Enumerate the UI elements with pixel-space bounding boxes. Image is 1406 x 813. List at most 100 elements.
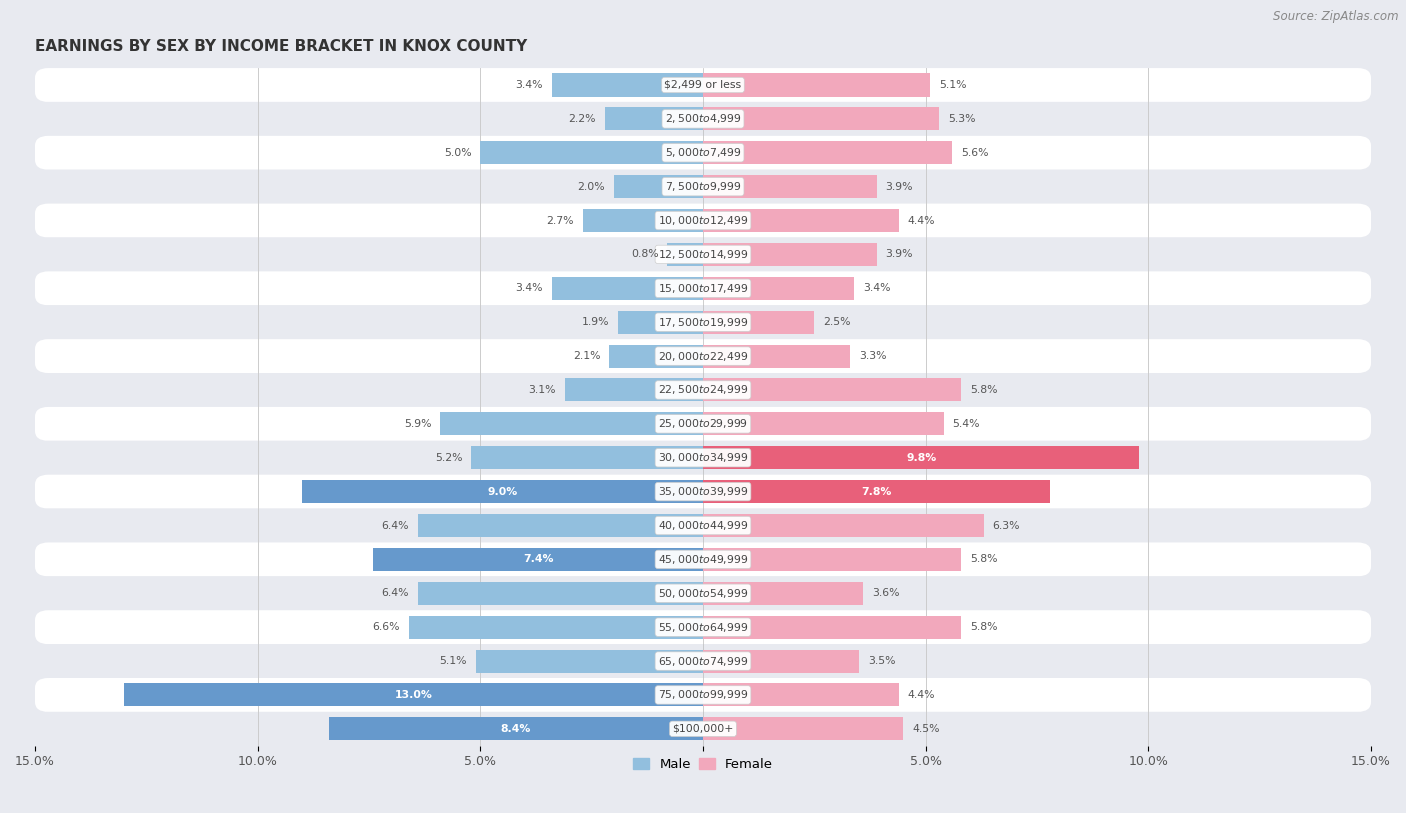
Bar — [124, 684, 703, 706]
Bar — [703, 514, 984, 537]
Text: 3.3%: 3.3% — [859, 351, 886, 361]
Bar — [418, 582, 703, 605]
Bar — [703, 582, 863, 605]
Text: 13.0%: 13.0% — [395, 690, 433, 700]
Bar — [703, 311, 814, 333]
Bar — [703, 480, 1050, 503]
Text: $100,000+: $100,000+ — [672, 724, 734, 734]
FancyBboxPatch shape — [35, 611, 1371, 644]
Bar — [481, 141, 703, 164]
Text: 5.2%: 5.2% — [434, 453, 463, 463]
FancyBboxPatch shape — [35, 373, 1371, 407]
Text: 3.4%: 3.4% — [515, 80, 543, 90]
Bar — [605, 107, 703, 130]
Text: 3.9%: 3.9% — [886, 181, 912, 192]
Text: 2.1%: 2.1% — [574, 351, 600, 361]
FancyBboxPatch shape — [35, 576, 1371, 611]
Text: $5,000 to $7,499: $5,000 to $7,499 — [665, 146, 741, 159]
FancyBboxPatch shape — [35, 678, 1371, 712]
FancyBboxPatch shape — [35, 237, 1371, 272]
Text: 5.1%: 5.1% — [939, 80, 966, 90]
FancyBboxPatch shape — [35, 102, 1371, 136]
Text: 6.4%: 6.4% — [381, 520, 409, 531]
Bar — [551, 73, 703, 97]
Bar — [703, 243, 877, 266]
Text: $15,000 to $17,499: $15,000 to $17,499 — [658, 282, 748, 295]
Bar — [703, 276, 855, 300]
FancyBboxPatch shape — [35, 136, 1371, 170]
Text: $35,000 to $39,999: $35,000 to $39,999 — [658, 485, 748, 498]
Text: $12,500 to $14,999: $12,500 to $14,999 — [658, 248, 748, 261]
Bar — [374, 548, 703, 571]
Bar — [703, 717, 904, 741]
Text: 3.1%: 3.1% — [529, 385, 555, 395]
Text: 5.8%: 5.8% — [970, 385, 998, 395]
Text: $50,000 to $54,999: $50,000 to $54,999 — [658, 587, 748, 600]
Bar — [703, 209, 898, 232]
Text: 3.4%: 3.4% — [863, 283, 891, 293]
Text: 1.9%: 1.9% — [582, 317, 609, 327]
Legend: Male, Female: Male, Female — [627, 753, 779, 776]
FancyBboxPatch shape — [35, 68, 1371, 102]
Text: 5.4%: 5.4% — [952, 419, 980, 429]
Text: 9.0%: 9.0% — [488, 487, 517, 497]
Text: $40,000 to $44,999: $40,000 to $44,999 — [658, 519, 748, 532]
Text: $22,500 to $24,999: $22,500 to $24,999 — [658, 384, 748, 397]
Bar — [471, 446, 703, 469]
Text: $55,000 to $64,999: $55,000 to $64,999 — [658, 620, 748, 633]
Text: 0.8%: 0.8% — [631, 250, 658, 259]
Text: 6.3%: 6.3% — [993, 520, 1019, 531]
Text: 6.6%: 6.6% — [373, 622, 401, 633]
Text: 5.6%: 5.6% — [962, 148, 988, 158]
Bar — [703, 107, 939, 130]
FancyBboxPatch shape — [35, 339, 1371, 373]
Text: $65,000 to $74,999: $65,000 to $74,999 — [658, 654, 748, 667]
Text: 2.0%: 2.0% — [578, 181, 605, 192]
FancyBboxPatch shape — [35, 203, 1371, 237]
Bar — [703, 73, 931, 97]
Text: 2.5%: 2.5% — [824, 317, 851, 327]
Bar — [614, 175, 703, 198]
Text: 3.9%: 3.9% — [886, 250, 912, 259]
Text: 7.4%: 7.4% — [523, 554, 554, 564]
Text: 4.4%: 4.4% — [908, 690, 935, 700]
Bar — [440, 412, 703, 436]
Bar — [703, 141, 952, 164]
Bar — [475, 650, 703, 672]
Bar — [551, 276, 703, 300]
Text: 5.1%: 5.1% — [440, 656, 467, 666]
Bar — [302, 480, 703, 503]
Bar — [582, 209, 703, 232]
Bar — [703, 379, 962, 402]
FancyBboxPatch shape — [35, 272, 1371, 305]
Text: 4.4%: 4.4% — [908, 215, 935, 225]
Text: $75,000 to $99,999: $75,000 to $99,999 — [658, 689, 748, 702]
FancyBboxPatch shape — [35, 170, 1371, 203]
Text: $7,500 to $9,999: $7,500 to $9,999 — [665, 180, 741, 193]
Bar — [409, 615, 703, 639]
Text: 2.7%: 2.7% — [547, 215, 574, 225]
FancyBboxPatch shape — [35, 644, 1371, 678]
FancyBboxPatch shape — [35, 712, 1371, 746]
Bar — [565, 379, 703, 402]
Text: 5.8%: 5.8% — [970, 622, 998, 633]
FancyBboxPatch shape — [35, 542, 1371, 576]
Text: $30,000 to $34,999: $30,000 to $34,999 — [658, 451, 748, 464]
Text: 9.8%: 9.8% — [905, 453, 936, 463]
Text: 6.4%: 6.4% — [381, 589, 409, 598]
Text: $2,499 or less: $2,499 or less — [665, 80, 741, 90]
Bar — [703, 412, 943, 436]
Text: 2.2%: 2.2% — [568, 114, 596, 124]
Text: EARNINGS BY SEX BY INCOME BRACKET IN KNOX COUNTY: EARNINGS BY SEX BY INCOME BRACKET IN KNO… — [35, 39, 527, 54]
Text: 8.4%: 8.4% — [501, 724, 531, 734]
Text: 5.0%: 5.0% — [444, 148, 471, 158]
Bar — [703, 548, 962, 571]
Bar — [703, 684, 898, 706]
Bar — [703, 615, 962, 639]
Text: 4.5%: 4.5% — [912, 724, 939, 734]
Text: $45,000 to $49,999: $45,000 to $49,999 — [658, 553, 748, 566]
Bar — [703, 345, 851, 367]
FancyBboxPatch shape — [35, 305, 1371, 339]
Bar — [619, 311, 703, 333]
Text: 3.6%: 3.6% — [872, 589, 900, 598]
